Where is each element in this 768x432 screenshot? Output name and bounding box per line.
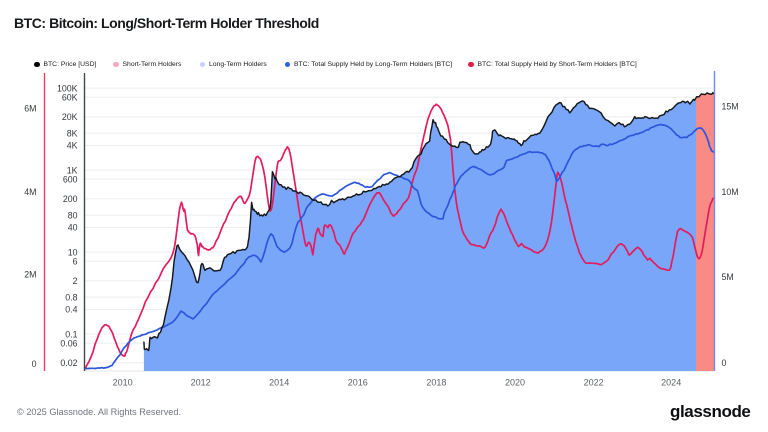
svg-text:1K: 1K [67,165,78,175]
svg-text:8K: 8K [67,128,78,138]
svg-text:600: 600 [63,174,78,184]
svg-text:0: 0 [722,358,727,368]
svg-text:5M: 5M [722,272,734,282]
svg-text:2: 2 [73,276,78,286]
svg-text:10: 10 [68,247,78,257]
svg-text:2020: 2020 [505,378,525,388]
svg-text:200: 200 [63,194,78,204]
svg-text:0.4: 0.4 [65,305,77,315]
svg-text:2M: 2M [24,270,36,280]
svg-text:40: 40 [68,223,78,233]
svg-text:80: 80 [68,210,78,220]
svg-text:20K: 20K [62,112,78,122]
svg-text:60K: 60K [62,92,78,102]
svg-text:2022: 2022 [584,378,604,388]
svg-text:2012: 2012 [191,378,211,388]
svg-text:0.02: 0.02 [60,358,77,368]
svg-text:6: 6 [73,256,78,266]
svg-text:100K: 100K [57,83,78,93]
svg-text:6M: 6M [24,104,36,114]
svg-text:4M: 4M [24,187,36,197]
svg-text:2016: 2016 [348,378,368,388]
svg-text:10M: 10M [722,187,739,197]
svg-text:2024: 2024 [661,378,681,388]
svg-text:2010: 2010 [113,378,133,388]
svg-text:0.06: 0.06 [60,338,77,348]
svg-text:15M: 15M [722,102,739,112]
svg-text:2014: 2014 [269,378,289,388]
svg-text:2018: 2018 [426,378,446,388]
svg-text:0: 0 [32,359,37,369]
svg-text:4K: 4K [67,141,78,151]
svg-text:0.8: 0.8 [65,292,77,302]
svg-text:0.1: 0.1 [65,329,77,339]
